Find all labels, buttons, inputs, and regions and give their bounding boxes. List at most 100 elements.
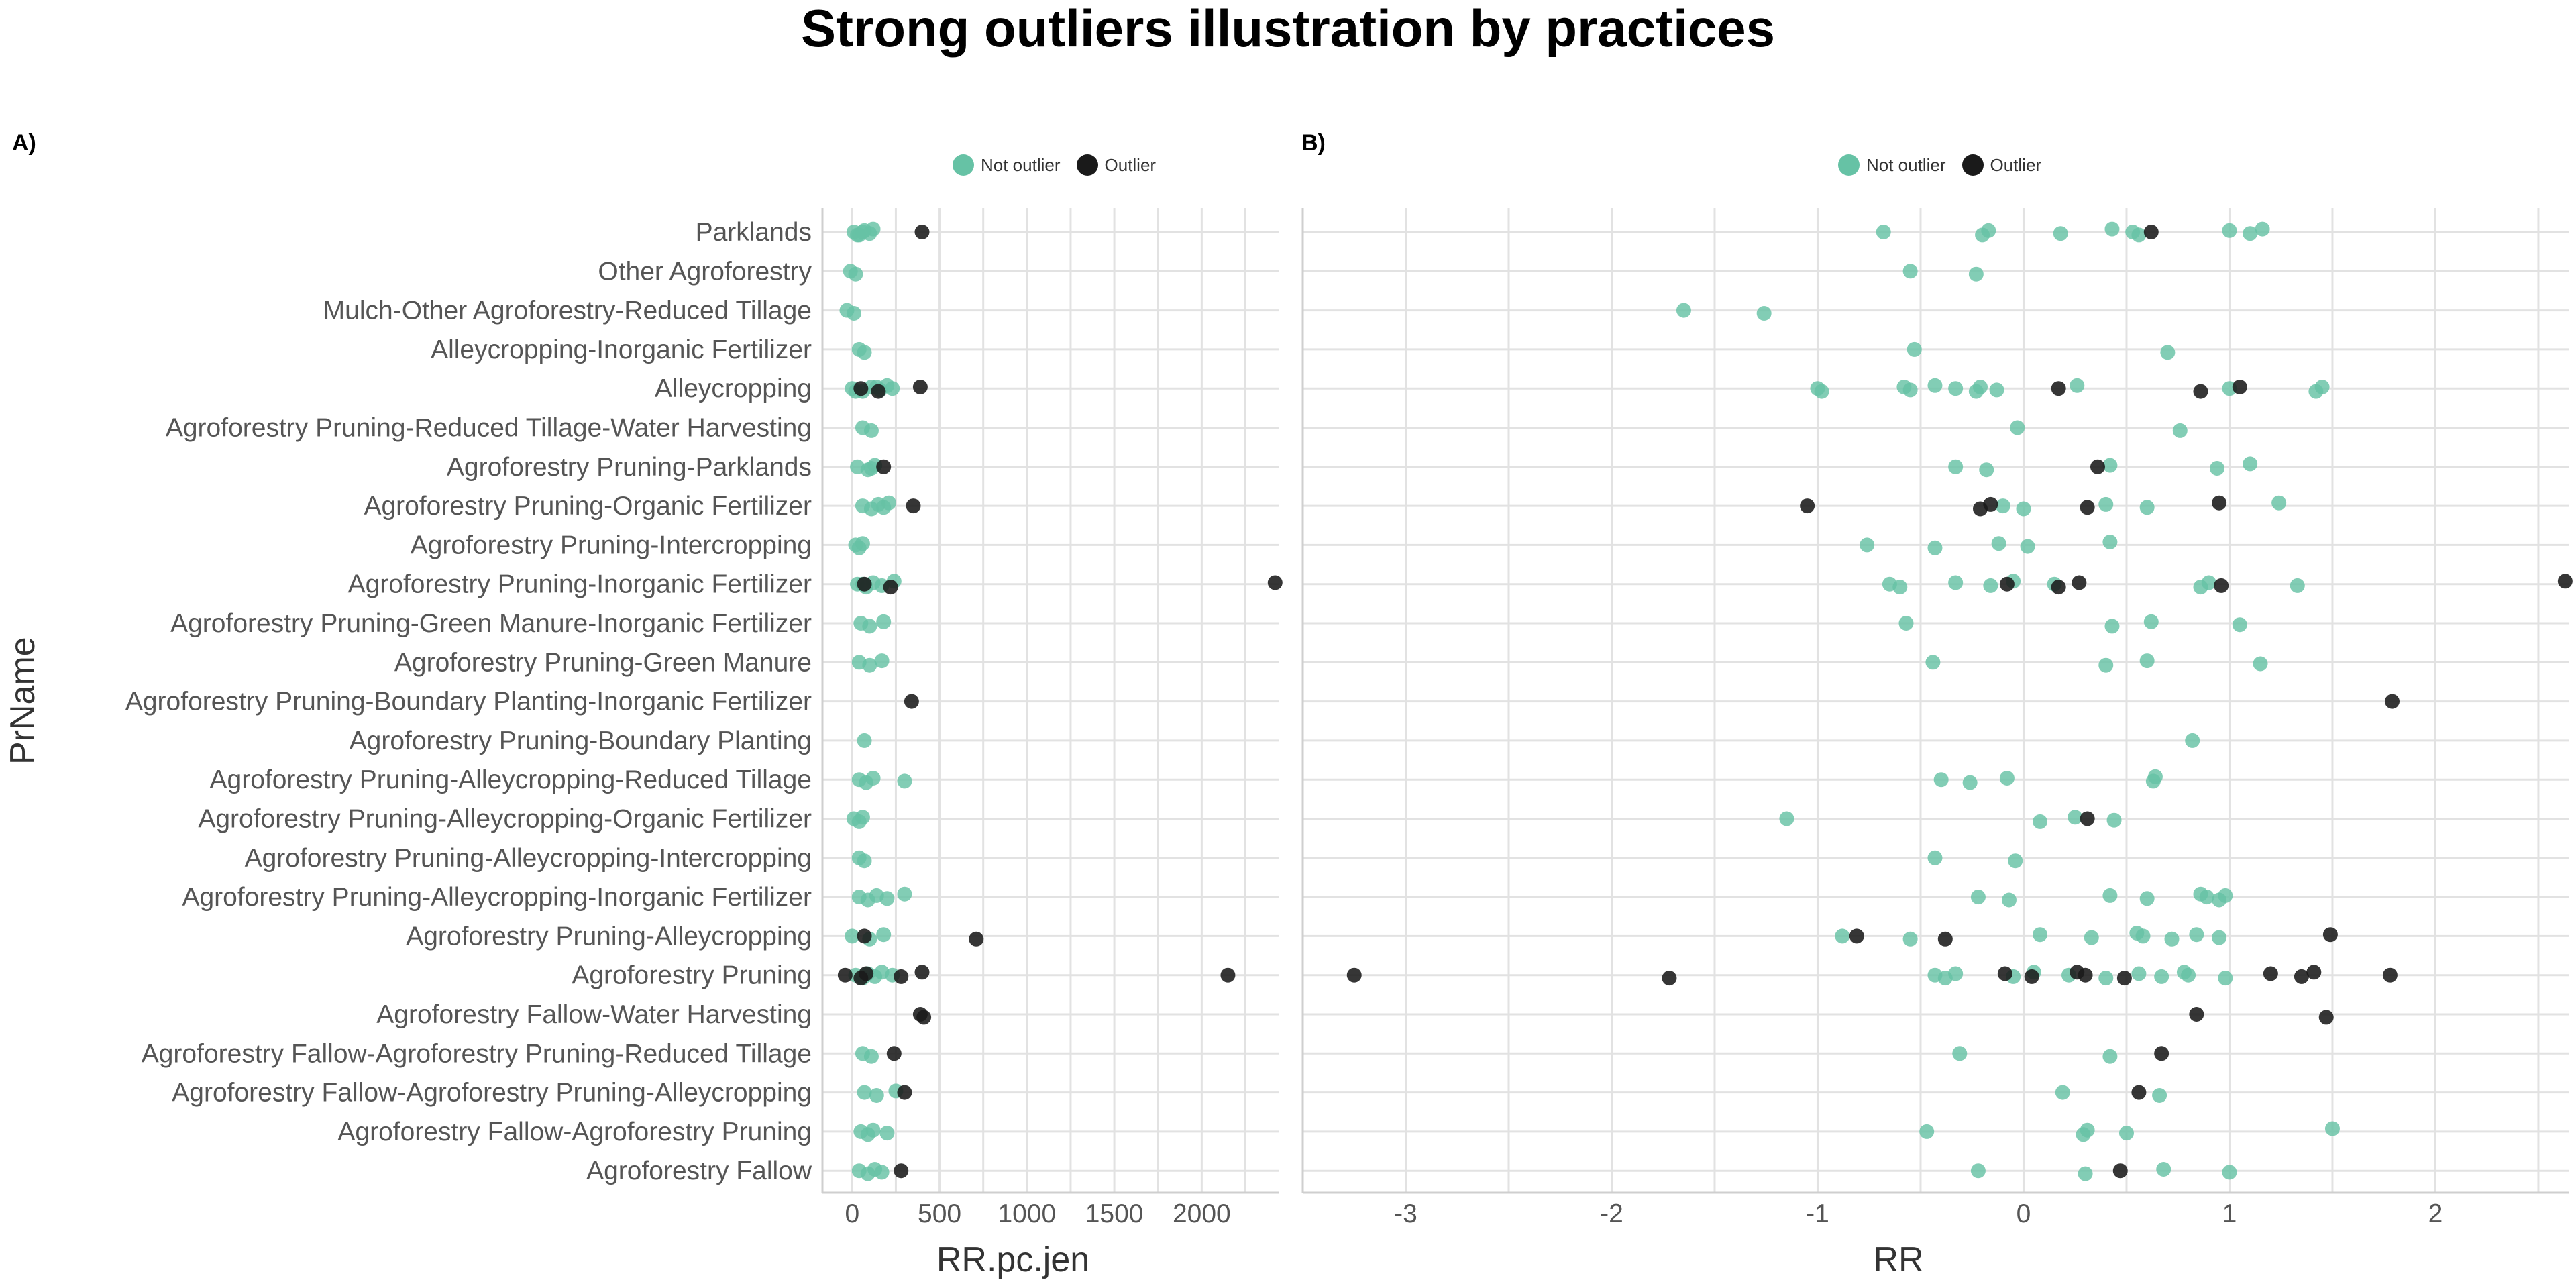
not-outlier-point bbox=[1983, 578, 1998, 593]
outlier-point bbox=[2193, 384, 2208, 399]
not-outlier-point bbox=[1814, 384, 1829, 399]
category-tick-label: Agroforestry Pruning-Reduced Tillage-Wat… bbox=[166, 414, 812, 443]
outlier-point bbox=[2214, 578, 2229, 593]
outlier-point bbox=[2384, 694, 2400, 709]
category-tick-label: Mulch-Other Agroforestry-Reduced Tillage bbox=[323, 297, 812, 325]
not-outlier-point bbox=[1981, 223, 1996, 238]
not-outlier-point bbox=[897, 886, 912, 902]
not-outlier-point bbox=[1948, 966, 1964, 981]
not-outlier-point bbox=[2098, 971, 2114, 986]
x-tick-label: 500 bbox=[918, 1199, 961, 1228]
not-outlier-point bbox=[2068, 810, 2083, 825]
not-outlier-point bbox=[848, 266, 863, 282]
legend-item-outlier: Outlier bbox=[1076, 154, 1156, 176]
not-outlier-point bbox=[2290, 578, 2305, 593]
outlier-point bbox=[2212, 495, 2227, 511]
outlier-point bbox=[916, 1010, 932, 1025]
category-tick-label: Agroforestry Fallow-Agroforestry Pruning… bbox=[142, 1039, 812, 1068]
not-outlier-point bbox=[876, 614, 892, 629]
not-outlier-point bbox=[2218, 971, 2233, 986]
not-outlier-point bbox=[1919, 1124, 1935, 1139]
category-tick-label: Agroforestry Pruning-Parklands bbox=[447, 453, 812, 482]
not-outlier-point bbox=[874, 1165, 890, 1180]
outlier-point bbox=[2112, 1163, 2128, 1179]
category-tick-label: Alleycropping-Inorganic Fertilizer bbox=[431, 335, 812, 364]
not-outlier-point bbox=[1995, 498, 2010, 514]
not-outlier-point bbox=[2102, 888, 2118, 903]
category-tick-label: Agroforestry Pruning-Alleycropping bbox=[406, 922, 812, 951]
legend-item-outlier: Outlier bbox=[1962, 154, 2041, 176]
not-outlier-point bbox=[1676, 303, 1691, 318]
category-tick-label: Agroforestry Pruning-Alleycropping-Reduc… bbox=[210, 765, 812, 794]
not-outlier-point bbox=[2199, 890, 2214, 905]
not-outlier-point bbox=[1933, 772, 1949, 788]
category-tick-label: Agroforestry Pruning-Green Manure-Inorga… bbox=[170, 609, 812, 638]
not-outlier-point bbox=[857, 733, 872, 748]
x-tick-label: -1 bbox=[1806, 1199, 1829, 1228]
not-outlier-point bbox=[2033, 814, 2048, 829]
outlier-point bbox=[2131, 1085, 2147, 1100]
category-tick-label: Agroforestry Pruning-Organic Fertilizer bbox=[364, 492, 812, 521]
category-tick-label: Agroforestry Pruning bbox=[572, 961, 812, 990]
not-outlier-point bbox=[1970, 890, 1986, 905]
not-outlier-point bbox=[863, 423, 879, 438]
not-outlier-point bbox=[865, 771, 881, 786]
outlier-point bbox=[912, 380, 928, 394]
outlier-point bbox=[2294, 969, 2309, 984]
not-outlier-point bbox=[1948, 459, 1964, 474]
outlier-point bbox=[857, 576, 872, 592]
not-outlier-point bbox=[1999, 771, 2015, 786]
panel-a-tag: A) bbox=[12, 130, 36, 156]
x-tick-label: 2 bbox=[2428, 1199, 2443, 1228]
not-outlier-point bbox=[1989, 382, 2004, 398]
not-outlier-point bbox=[885, 381, 900, 396]
not-outlier-point bbox=[1902, 264, 1918, 279]
not-outlier-point bbox=[1952, 1046, 1968, 1061]
x-tick-label: -3 bbox=[1394, 1199, 1417, 1228]
not-outlier-point bbox=[1876, 225, 1891, 239]
not-outlier-point bbox=[862, 657, 877, 673]
outlier-point bbox=[2143, 225, 2159, 239]
x-tick-label: 1500 bbox=[1085, 1199, 1144, 1228]
legend-swatch-not-outlier bbox=[953, 154, 974, 176]
category-tick-label: Agroforestry Fallow-Agroforestry Pruning bbox=[337, 1118, 812, 1146]
not-outlier-point bbox=[2084, 930, 2099, 945]
not-outlier-point bbox=[2253, 656, 2268, 672]
not-outlier-point bbox=[1927, 850, 1943, 865]
chart-title: Strong outliers illustration by practice… bbox=[801, 0, 1775, 58]
outlier-point bbox=[2078, 967, 2093, 983]
outlier-point bbox=[886, 1046, 902, 1061]
x-tick-label: -2 bbox=[1600, 1199, 1623, 1228]
not-outlier-point bbox=[846, 306, 861, 321]
not-outlier-point bbox=[2020, 539, 2035, 554]
not-outlier-point bbox=[2189, 927, 2204, 943]
not-outlier-point bbox=[2185, 733, 2200, 748]
not-outlier-point bbox=[2143, 614, 2159, 629]
outlier-point bbox=[2557, 574, 2573, 589]
legend-swatch-not-outlier bbox=[1838, 154, 1860, 176]
not-outlier-point bbox=[879, 1126, 895, 1141]
not-outlier-point bbox=[2102, 1049, 2118, 1064]
not-outlier-point bbox=[865, 1122, 881, 1138]
not-outlier-point bbox=[2243, 226, 2258, 241]
legend-b: Not outlier Outlier bbox=[1838, 152, 2057, 178]
not-outlier-point bbox=[2010, 420, 2025, 435]
not-outlier-point bbox=[2314, 380, 2330, 394]
not-outlier-point bbox=[1835, 928, 1850, 944]
outlier-point bbox=[837, 967, 853, 983]
not-outlier-point bbox=[2102, 535, 2118, 549]
not-outlier-point bbox=[881, 495, 897, 511]
x-tick-label: 0 bbox=[845, 1199, 859, 1228]
not-outlier-point bbox=[2156, 1162, 2171, 1177]
outlier-point bbox=[1849, 928, 1864, 944]
not-outlier-point bbox=[1979, 462, 1994, 478]
category-tick-label: Agroforestry Pruning-Alleycropping-Organ… bbox=[198, 805, 812, 834]
category-tick-label: Other Agroforestry bbox=[598, 257, 812, 286]
not-outlier-point bbox=[850, 227, 865, 243]
not-outlier-point bbox=[2055, 1085, 2070, 1100]
outlier-point bbox=[1662, 971, 1677, 986]
category-tick-label: Agroforestry Pruning-Alleycropping-Inter… bbox=[245, 844, 812, 873]
category-tick-label: Agroforestry Pruning-Boundary Planting bbox=[350, 727, 812, 755]
not-outlier-point bbox=[2139, 653, 2155, 669]
outlier-point bbox=[2090, 459, 2105, 474]
